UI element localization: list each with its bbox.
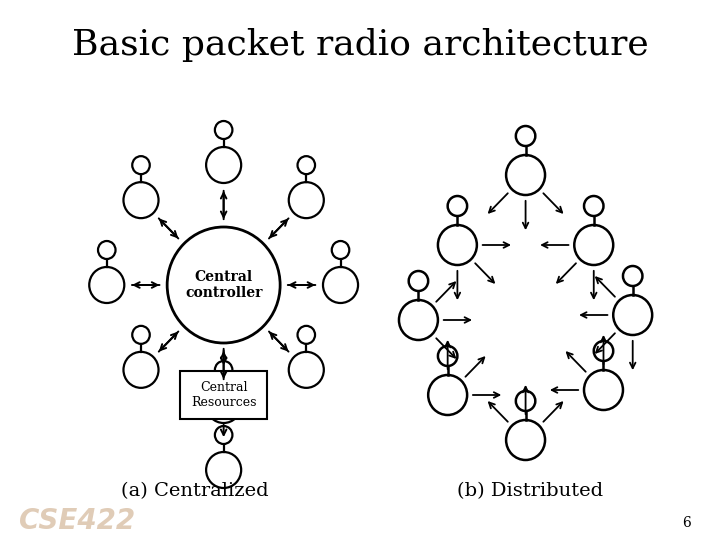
Text: Basic packet radio architecture: Basic packet radio architecture — [71, 28, 649, 62]
Circle shape — [428, 375, 467, 415]
Circle shape — [584, 196, 603, 216]
Bar — [180, 371, 267, 419]
Text: Central
Resources: Central Resources — [191, 381, 256, 409]
Circle shape — [409, 271, 428, 291]
Circle shape — [594, 341, 613, 361]
Circle shape — [123, 352, 158, 388]
Circle shape — [438, 346, 457, 366]
Circle shape — [123, 182, 158, 218]
Text: 6: 6 — [683, 516, 691, 530]
Circle shape — [584, 370, 623, 410]
Text: Central
controller: Central controller — [185, 270, 262, 300]
Text: (b) Distributed: (b) Distributed — [457, 482, 603, 500]
Circle shape — [297, 326, 315, 344]
Circle shape — [206, 452, 241, 488]
Circle shape — [215, 121, 233, 139]
Circle shape — [323, 267, 358, 303]
Circle shape — [623, 266, 642, 286]
Circle shape — [215, 361, 233, 379]
Circle shape — [206, 147, 241, 183]
Circle shape — [215, 426, 233, 444]
Circle shape — [332, 241, 349, 259]
Circle shape — [516, 126, 535, 146]
Circle shape — [399, 300, 438, 340]
Circle shape — [206, 387, 241, 423]
Circle shape — [575, 225, 613, 265]
Circle shape — [506, 420, 545, 460]
Circle shape — [289, 352, 324, 388]
Circle shape — [506, 155, 545, 195]
Circle shape — [516, 391, 535, 411]
Circle shape — [98, 241, 115, 259]
Circle shape — [438, 225, 477, 265]
Circle shape — [289, 182, 324, 218]
Circle shape — [132, 156, 150, 174]
Circle shape — [297, 156, 315, 174]
Circle shape — [613, 295, 652, 335]
Circle shape — [167, 227, 280, 343]
Circle shape — [89, 267, 125, 303]
Text: (a) Centralized: (a) Centralized — [121, 482, 269, 500]
Text: CSE422: CSE422 — [19, 507, 135, 535]
Circle shape — [132, 326, 150, 344]
Circle shape — [448, 196, 467, 216]
